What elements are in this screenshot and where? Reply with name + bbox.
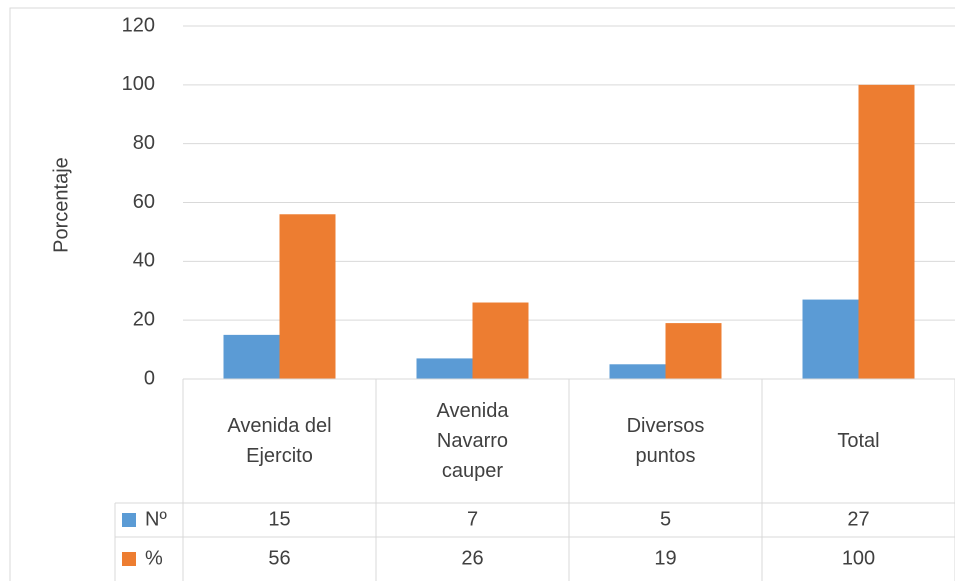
table-value: 19 [654,547,676,569]
bar [802,299,859,379]
table-value: 26 [461,547,483,569]
y-tick-label: 120 [122,14,155,36]
table-value: 27 [847,508,869,530]
category-text: Total [837,430,880,452]
bar [223,334,280,379]
bar [472,302,529,379]
category-label: Total [762,379,955,503]
legend-label: Nº [145,508,167,530]
y-tick-label: 80 [133,132,155,154]
bar [279,214,336,379]
bar [416,358,473,379]
y-axis-label: Porcentaje [50,157,72,253]
legend-key [122,513,136,527]
y-tick-label: 20 [133,308,155,330]
bar [609,364,666,379]
category-text: Diversos puntos [626,415,705,467]
y-tick-label: 60 [133,191,155,213]
bar [665,323,722,379]
table-value: 56 [268,547,290,569]
category-label: Avenida Navarro cauper [376,379,569,503]
category-text: Avenida del Ejercito [227,415,332,467]
category-text: Avenida Navarro cauper [436,400,509,482]
table-value: 100 [842,547,875,569]
table-value: 7 [467,508,478,530]
y-tick-label: 40 [133,250,155,272]
table-value: 15 [268,508,290,530]
chart-border [9,7,955,581]
legend-key [122,552,136,566]
y-tick-label: 100 [122,73,155,95]
category-label: Avenida del Ejercito [183,379,376,503]
y-tick-label: 0 [144,367,155,389]
category-label: Diversos puntos [569,379,762,503]
bar [858,84,915,379]
legend-label: % [145,547,163,569]
table-value: 5 [660,508,671,530]
